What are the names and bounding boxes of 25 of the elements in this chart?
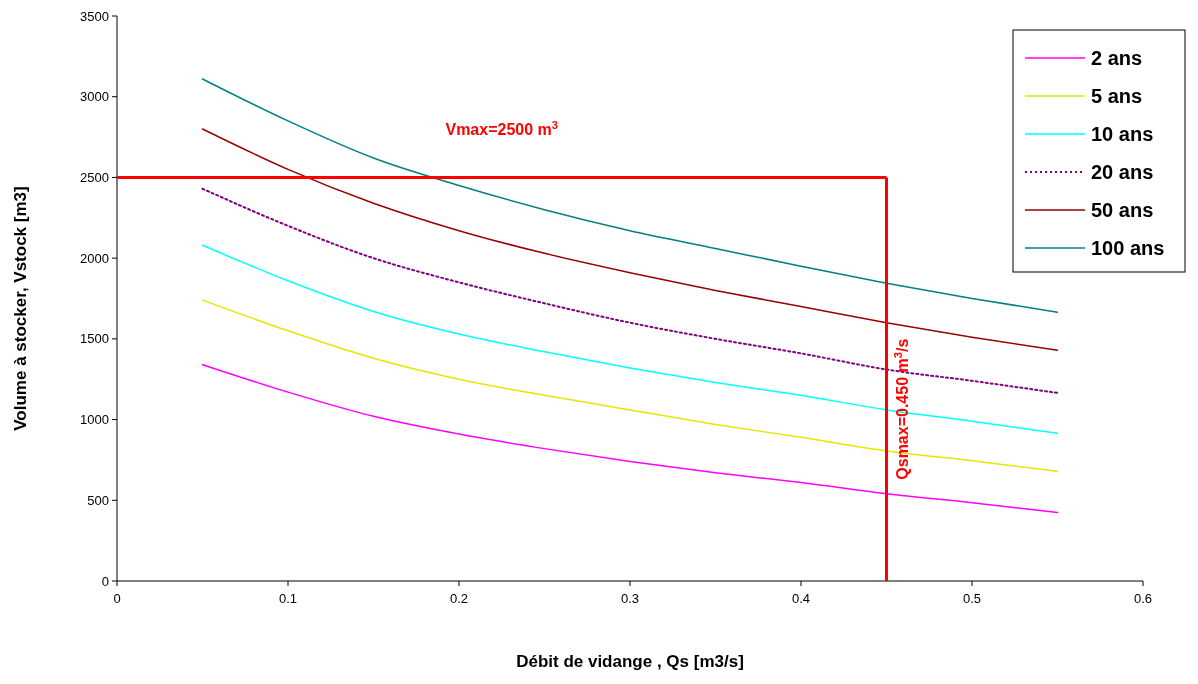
x-tick-label: 0.2 <box>449 591 469 606</box>
x-tick-label: 0.1 <box>278 591 298 606</box>
legend-label: 2 ans <box>1091 47 1143 69</box>
legend-label: 5 ans <box>1091 85 1143 107</box>
legend-label: 100 ans <box>1091 237 1165 259</box>
x-tick-label: 0.3 <box>620 591 640 606</box>
y-tick-label: 3000 <box>80 89 109 105</box>
legend-label: 10 ans <box>1091 123 1154 145</box>
x-axis-title: Débit de vidange , Qs [m3/s] <box>516 652 744 671</box>
x-tick-label: 0.4 <box>791 591 811 606</box>
x-tick-label: 0 <box>113 591 121 606</box>
x-tick-label: 0.5 <box>962 591 982 606</box>
y-tick-label: 1500 <box>80 331 109 347</box>
y-tick-label: 2000 <box>80 250 109 266</box>
y-axis-title: Volume à stocker, Vstock [m3] <box>11 186 30 431</box>
y-tick-label: 2500 <box>80 169 109 185</box>
y-tick-label: 500 <box>87 492 109 508</box>
ref-line-label: Vmax=2500 m$^{3}$ <box>445 119 559 139</box>
y-tick-label: 3500 <box>80 8 109 24</box>
y-tick-label: 1000 <box>80 412 109 428</box>
line-series <box>201 78 1059 313</box>
y-tick-label: 0 <box>101 573 109 589</box>
x-tick-label: 0.6 <box>1133 591 1153 606</box>
legend-label: 20 ans <box>1091 161 1154 183</box>
legend-label: 50 ans <box>1091 199 1154 221</box>
